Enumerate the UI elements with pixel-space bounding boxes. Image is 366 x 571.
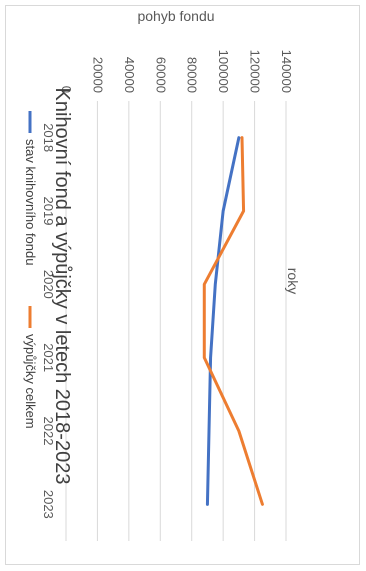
y-tick-label: 80000: [185, 57, 200, 93]
series-line-1: [205, 136, 241, 506]
y-axis-ticks: 0 20000 40000 60000 80000 100000 120000 140000: [59, 50, 294, 93]
y-tick-label: 0: [59, 86, 74, 93]
chart: 0 20000 40000 60000 80000 100000 120000 140000 …: [23, 8, 301, 541]
legend-label: stav knihovního fondu: [23, 139, 38, 265]
y-tick-label: 120000: [248, 50, 263, 93]
x-tick-label: 2022: [41, 417, 56, 446]
x-tick-label: 2018: [41, 123, 56, 152]
x-tick-label: 2023: [41, 490, 56, 519]
x-tick-label: 2019: [41, 197, 56, 226]
y-tick-label: 40000: [122, 57, 137, 93]
series-lines: [202, 136, 264, 506]
y-tick-label: 20000: [90, 57, 105, 93]
x-tick-label: 2020: [41, 270, 56, 299]
y-tick-label: 100000: [216, 50, 231, 93]
gridlines: [65, 101, 287, 541]
chart-frame: 0 20000 40000 60000 80000 100000 120000 140000 …: [5, 5, 360, 565]
y-tick-label: 140000: [279, 50, 294, 93]
x-axis-title: roky: [285, 268, 301, 294]
series-line-2: [202, 136, 264, 506]
legend-label: výpůjčky celkem: [23, 334, 38, 429]
y-axis-title: pohyb fondu: [137, 8, 214, 24]
x-tick-label: 2021: [41, 343, 56, 372]
legend: stav knihovního fondu výpůjčky celkem: [23, 111, 38, 429]
y-tick-label: 60000: [153, 57, 168, 93]
x-axis-ticks: 2018 2019 2020 2021 2022 2023: [41, 123, 56, 519]
chart-title: Knihovní fond a výpůjčky v letech 2018-2…: [51, 88, 73, 485]
